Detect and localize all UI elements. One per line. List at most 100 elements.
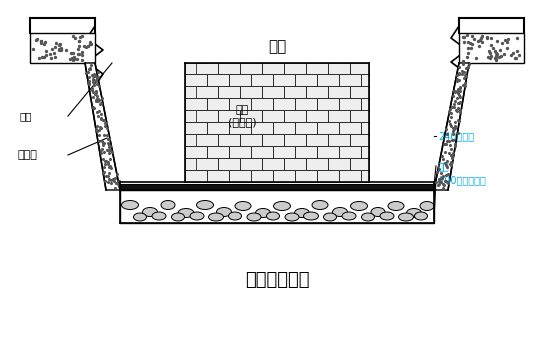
- Point: [105, 156, 114, 161]
- Bar: [295, 122, 317, 134]
- Bar: [317, 98, 339, 110]
- Ellipse shape: [407, 209, 422, 217]
- Point: [450, 123, 459, 128]
- Point: [434, 166, 443, 172]
- Bar: [251, 74, 273, 86]
- Point: [459, 69, 468, 75]
- Bar: [185, 158, 207, 170]
- Text: 地梁
(承台梁): 地梁 (承台梁): [228, 105, 257, 127]
- Bar: [317, 74, 339, 86]
- Bar: [229, 170, 251, 182]
- Point: [68, 56, 76, 61]
- Point: [450, 126, 459, 132]
- Point: [442, 142, 450, 147]
- Bar: [262, 158, 284, 170]
- Point: [87, 88, 96, 93]
- Point: [439, 173, 448, 178]
- Point: [105, 176, 114, 182]
- Point: [102, 120, 111, 125]
- Bar: [185, 98, 207, 110]
- Point: [98, 146, 106, 151]
- Point: [31, 37, 40, 43]
- Point: [453, 88, 461, 93]
- Point: [446, 114, 455, 120]
- Point: [84, 66, 93, 72]
- Point: [484, 49, 493, 54]
- Point: [102, 125, 111, 130]
- Point: [52, 40, 60, 46]
- Point: [78, 52, 86, 57]
- Point: [98, 138, 106, 143]
- Point: [438, 176, 447, 181]
- Point: [440, 182, 449, 188]
- Point: [36, 39, 45, 44]
- Bar: [306, 63, 328, 74]
- Bar: [339, 98, 361, 110]
- Point: [104, 179, 113, 185]
- Point: [84, 78, 93, 83]
- Bar: [240, 134, 262, 146]
- Bar: [350, 134, 369, 146]
- Point: [445, 151, 454, 156]
- Ellipse shape: [172, 213, 184, 221]
- Ellipse shape: [304, 212, 319, 220]
- Bar: [328, 86, 350, 98]
- Point: [478, 39, 487, 44]
- Point: [109, 176, 117, 182]
- Point: [454, 100, 463, 105]
- Bar: [284, 86, 306, 98]
- Point: [94, 74, 102, 79]
- Point: [493, 38, 501, 44]
- Point: [78, 33, 86, 39]
- Ellipse shape: [217, 208, 232, 217]
- Point: [452, 107, 460, 113]
- Point: [506, 52, 515, 58]
- Point: [493, 51, 501, 57]
- Point: [485, 50, 494, 56]
- Point: [74, 38, 83, 43]
- Bar: [218, 86, 240, 98]
- Point: [440, 178, 449, 183]
- Point: [89, 74, 98, 79]
- Bar: [339, 74, 361, 86]
- Bar: [273, 146, 295, 158]
- Point: [486, 43, 495, 48]
- Point: [440, 160, 449, 166]
- Point: [455, 107, 464, 112]
- Bar: [317, 146, 339, 158]
- Point: [95, 97, 104, 103]
- Text: 填黄砂: 填黄砂: [18, 150, 38, 160]
- Point: [29, 47, 38, 52]
- Point: [514, 52, 523, 57]
- Point: [450, 88, 459, 94]
- Point: [100, 141, 109, 146]
- Point: [447, 152, 456, 158]
- Point: [83, 69, 92, 74]
- Bar: [295, 98, 317, 110]
- Point: [99, 170, 107, 176]
- Point: [40, 41, 49, 46]
- Point: [435, 182, 444, 187]
- Point: [445, 107, 454, 112]
- Point: [113, 181, 122, 187]
- Point: [464, 50, 473, 55]
- Point: [459, 58, 468, 63]
- Point: [99, 141, 108, 146]
- Point: [94, 109, 103, 114]
- Bar: [273, 74, 295, 86]
- Bar: [207, 98, 229, 110]
- Bar: [306, 158, 328, 170]
- Point: [83, 80, 92, 86]
- Point: [32, 36, 41, 42]
- Point: [502, 45, 511, 50]
- Point: [450, 143, 459, 148]
- Point: [42, 48, 51, 54]
- Point: [89, 104, 98, 110]
- Point: [461, 73, 470, 79]
- Point: [93, 128, 101, 134]
- Bar: [240, 158, 262, 170]
- Bar: [218, 63, 240, 74]
- Point: [61, 48, 70, 53]
- Point: [50, 44, 59, 49]
- Bar: [240, 110, 262, 122]
